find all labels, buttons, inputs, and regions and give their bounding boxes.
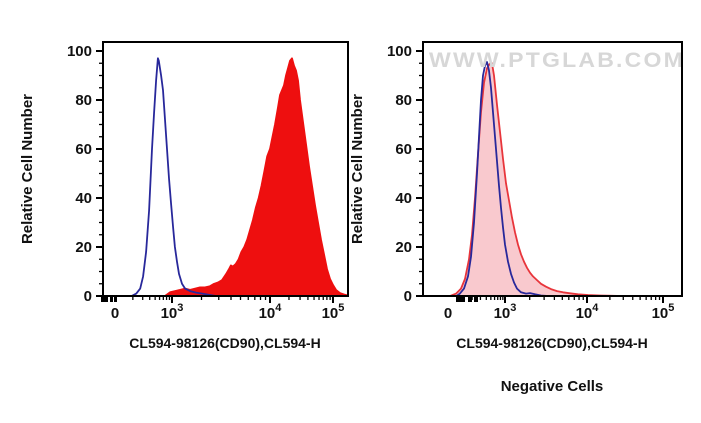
right-x-axis-title: CL594-98126(CD90),CL594-H: [456, 335, 647, 351]
watermark: WWW.PTGLAB.COM: [429, 49, 685, 72]
plot-frame: [422, 41, 683, 297]
x-tick-label: 104: [259, 302, 283, 322]
y-tick-label: 80: [395, 92, 412, 109]
series-line-blue-open-histogram: [455, 61, 549, 297]
x-axis-compressed-ticks: [110, 297, 113, 302]
y-tick-label: 20: [395, 239, 412, 256]
left-x-axis-title: CL594-98126(CD90),CL594-H: [129, 335, 320, 351]
x-tick-label: 103: [161, 302, 184, 322]
right-y-axis-title: Relative Cell Number: [349, 94, 366, 244]
left-y-axis-title: Relative Cell Number: [19, 94, 36, 244]
y-tick-label: 0: [404, 288, 412, 305]
right-plot-caption: Negative Cells: [501, 378, 604, 395]
right-plot-axes: 0 20 40 60 80 100 0 103 104 105: [387, 41, 683, 322]
x-axis-compressed-ticks: [101, 297, 108, 302]
y-tick-label: 100: [67, 43, 92, 60]
x-axis-compressed-ticks: [456, 297, 465, 302]
right-plot-curves: [449, 61, 623, 297]
left-histogram-plot: 0 20 40 60 80 100 0 103 104 105 Relative Cell Num…: [19, 41, 349, 351]
series-line-red-filled-histogram: [164, 57, 349, 297]
x-tick-label: 103: [494, 302, 517, 322]
x-tick-label: 105: [652, 302, 675, 322]
y-tick-label: 80: [75, 92, 92, 109]
y-tick-label: 60: [395, 141, 412, 158]
x-tick-label: 104: [576, 302, 600, 322]
x-tick-label-zero: 0: [444, 305, 452, 322]
y-tick-label: 100: [387, 43, 412, 60]
y-tick-label: 20: [75, 239, 92, 256]
left-plot-axes: 0 20 40 60 80 100 0 103 104 105: [67, 41, 349, 322]
left-plot-curves: [131, 57, 349, 297]
y-tick-label: 0: [84, 288, 92, 305]
x-axis-compressed-ticks: [114, 297, 117, 302]
series-line-blue-open-histogram: [131, 57, 217, 297]
plot-frame: [102, 41, 349, 297]
x-axis-compressed-ticks: [474, 297, 478, 302]
right-histogram-plot: WWW.PTGLAB.COM 0 20 40 60 80 100 0 103 104 105 Re…: [349, 41, 685, 395]
y-tick-label: 60: [75, 141, 92, 158]
x-tick-label: 105: [322, 302, 345, 322]
y-tick-label: 40: [75, 190, 92, 207]
x-tick-label-zero: 0: [111, 305, 119, 322]
x-axis-compressed-ticks: [468, 297, 472, 302]
y-tick-label: 40: [395, 190, 412, 207]
